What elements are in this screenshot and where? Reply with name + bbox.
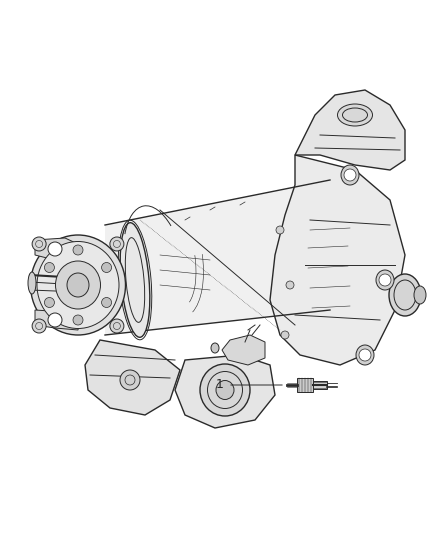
Ellipse shape <box>356 345 374 365</box>
Circle shape <box>73 245 83 255</box>
Circle shape <box>286 281 294 289</box>
Text: 1: 1 <box>216 378 224 392</box>
Circle shape <box>48 313 62 327</box>
Ellipse shape <box>120 223 150 337</box>
Circle shape <box>102 297 112 308</box>
Polygon shape <box>105 180 330 335</box>
Ellipse shape <box>216 381 234 400</box>
Circle shape <box>120 370 140 390</box>
Ellipse shape <box>341 165 359 185</box>
Polygon shape <box>175 355 275 428</box>
Ellipse shape <box>389 274 421 316</box>
Ellipse shape <box>67 273 89 297</box>
Ellipse shape <box>28 272 36 294</box>
Ellipse shape <box>338 104 372 126</box>
Ellipse shape <box>376 270 394 290</box>
FancyBboxPatch shape <box>313 381 327 389</box>
Circle shape <box>44 262 54 272</box>
Circle shape <box>344 169 356 181</box>
Ellipse shape <box>31 235 126 335</box>
Circle shape <box>276 226 284 234</box>
Polygon shape <box>295 90 405 170</box>
Polygon shape <box>270 155 405 365</box>
Circle shape <box>110 319 124 333</box>
Polygon shape <box>85 340 180 415</box>
Circle shape <box>281 331 289 339</box>
Ellipse shape <box>200 364 250 416</box>
FancyBboxPatch shape <box>297 378 313 392</box>
Circle shape <box>44 297 54 308</box>
Circle shape <box>110 237 124 251</box>
Circle shape <box>32 319 46 333</box>
Polygon shape <box>35 238 80 260</box>
Circle shape <box>32 237 46 251</box>
Ellipse shape <box>211 343 219 353</box>
Circle shape <box>48 242 62 256</box>
Circle shape <box>379 274 391 286</box>
Polygon shape <box>35 310 80 330</box>
Ellipse shape <box>56 261 100 309</box>
Polygon shape <box>222 335 265 365</box>
Circle shape <box>102 262 112 272</box>
Circle shape <box>359 349 371 361</box>
Ellipse shape <box>414 286 426 304</box>
Ellipse shape <box>37 241 119 328</box>
Circle shape <box>73 315 83 325</box>
